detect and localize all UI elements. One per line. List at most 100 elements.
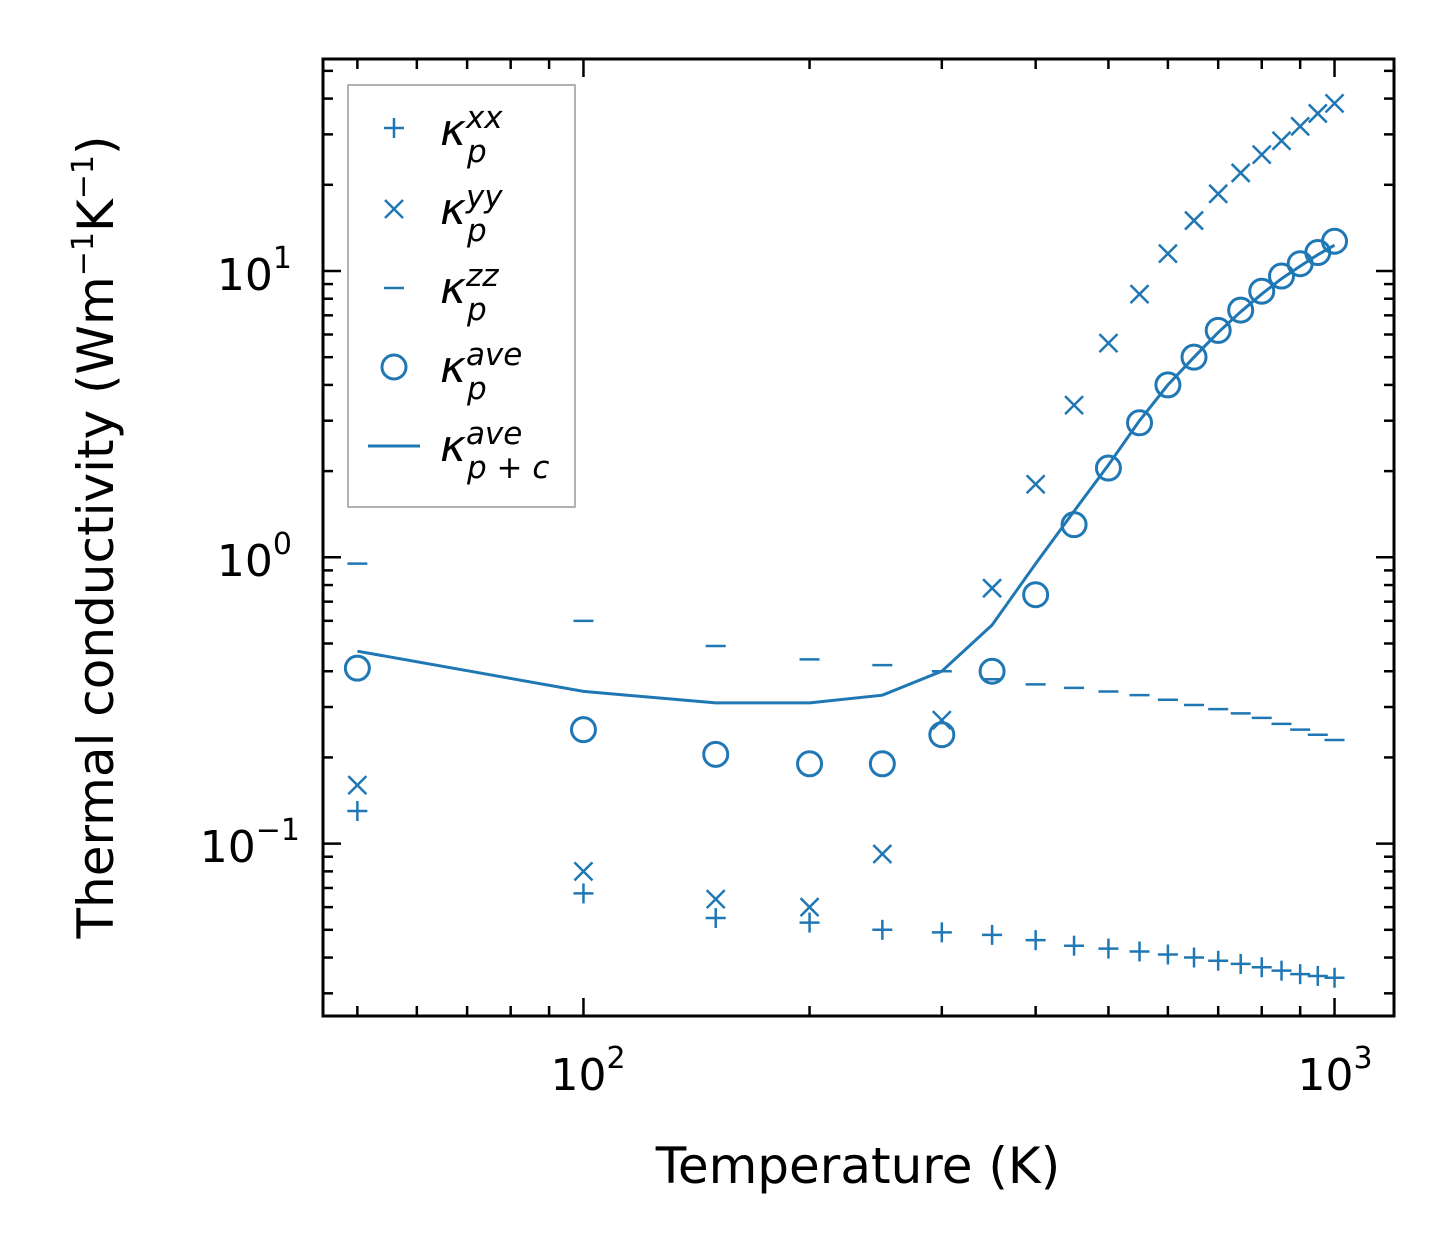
point-kyy-d2 <box>1208 183 1229 204</box>
point-kave <box>343 654 371 682</box>
point-kyy <box>1098 333 1119 353</box>
y-axis-title-exp2: −1 <box>66 155 101 199</box>
point-kave <box>1204 316 1232 344</box>
legend-marker-kave <box>380 353 408 381</box>
legend-sup: xx <box>465 100 503 136</box>
x-tick-label: 102 <box>550 1041 625 1101</box>
x-axis-title: Temperature (K) <box>655 1137 1060 1195</box>
point-kave <box>1022 581 1050 609</box>
point-kyy-d2 <box>1230 163 1251 183</box>
legend-sub: p + c <box>466 450 549 486</box>
legend-label-kxx: κxx p <box>440 100 503 170</box>
x-tick-base: 10 <box>550 1050 606 1101</box>
point-kyy <box>573 861 594 882</box>
point-kave <box>1154 371 1182 399</box>
x-tick-exp: 2 <box>606 1041 625 1076</box>
point-kyy <box>1271 130 1292 151</box>
legend-markers <box>368 118 420 448</box>
point-kyy-d2 <box>705 889 726 909</box>
legend-label-kave: κave p <box>440 337 522 407</box>
legend-label-kzz: κzz p <box>440 258 499 328</box>
point-kave <box>1248 277 1276 305</box>
point-kyy <box>799 897 820 918</box>
point-kyy <box>1251 144 1272 165</box>
point-kave <box>1227 296 1255 324</box>
point-kxx <box>1251 957 1272 978</box>
point-kyy <box>347 775 368 796</box>
point-kyy-d2 <box>1025 474 1046 495</box>
point-kxx <box>1064 935 1085 956</box>
y-tick-exp: −1 <box>256 813 300 848</box>
point-kyy <box>1230 163 1251 183</box>
series-kxx <box>347 800 1345 988</box>
point-kyy <box>872 844 893 864</box>
series-kyy <box>347 93 1345 918</box>
axis-ticks <box>323 59 1394 1016</box>
y-tick-exp: 0 <box>273 527 292 562</box>
point-kyy-d2 <box>347 775 368 796</box>
point-kxx <box>1184 947 1205 968</box>
point-kyy <box>1290 116 1311 137</box>
point-kyy-d2 <box>982 578 1002 599</box>
line-kave_pc <box>357 243 1336 705</box>
point-kxx <box>1271 960 1292 981</box>
point-kxx <box>705 907 726 928</box>
legend-kappa: κ <box>440 105 466 156</box>
point-kave <box>569 716 597 744</box>
y-axis-title-main: Thermal conductivity (Wm <box>67 276 125 939</box>
point-kyy <box>705 889 726 909</box>
point-kxx <box>1230 953 1251 974</box>
point-kyy-d2 <box>1324 93 1345 114</box>
legend-kappa: κ <box>440 184 466 235</box>
y-tick-base: 10 <box>217 536 273 587</box>
point-kave <box>702 740 730 768</box>
x-tick-labels: 102 103 <box>550 1041 1372 1101</box>
x-tick-label: 103 <box>1297 1041 1372 1101</box>
point-kxx <box>982 924 1003 945</box>
y-tick-labels: 10−1 100 101 <box>200 241 300 873</box>
point-kyy-d2 <box>573 861 594 882</box>
y-tick-label: 101 <box>217 241 292 301</box>
point-kave <box>1180 343 1208 371</box>
point-kyy <box>931 710 952 730</box>
legend-sup: zz <box>465 258 499 294</box>
point-kyy <box>1158 243 1178 264</box>
point-kyy-d2 <box>1158 243 1178 264</box>
legend-sup: ave <box>466 416 522 452</box>
point-kave <box>1126 409 1154 437</box>
point-kyy <box>1184 210 1204 231</box>
point-kyy-d2 <box>1184 210 1204 231</box>
point-kave <box>796 750 824 778</box>
point-kyy <box>1208 183 1229 204</box>
point-kave <box>1321 227 1349 255</box>
point-kave <box>1268 262 1296 290</box>
legend-box <box>347 84 576 508</box>
point-kxx <box>1307 965 1328 986</box>
legend-sub: p <box>466 292 487 328</box>
point-kave <box>928 721 956 749</box>
legend-marker-kyy-d2 <box>384 199 404 219</box>
point-kxx <box>573 883 594 904</box>
legend-marker-kyy <box>384 199 404 219</box>
point-kyy-d2 <box>1251 144 1272 165</box>
point-kxx <box>347 800 368 821</box>
legend-kappa: κ <box>440 421 466 472</box>
point-kxx <box>1157 944 1178 965</box>
point-kyy-d2 <box>1129 284 1150 305</box>
legend-sup: yy <box>465 179 503 215</box>
point-kyy <box>982 578 1002 599</box>
point-kxx <box>872 919 893 940</box>
point-kyy-d2 <box>1290 116 1311 137</box>
point-kyy-d2 <box>1271 130 1292 151</box>
y-axis-title-exp1: −1 <box>66 232 101 276</box>
legend-marker-kxx <box>384 118 404 138</box>
legend: κxx p κyy p κzz p κave p κave p + c <box>347 84 576 508</box>
point-kxx <box>1208 950 1229 971</box>
point-kyy-d2 <box>799 897 820 918</box>
point-kxx <box>1129 941 1150 962</box>
point-kxx <box>931 922 952 943</box>
point-kyy <box>1025 474 1046 495</box>
point-kyy-d2 <box>1064 395 1084 416</box>
point-kxx <box>1324 967 1345 988</box>
legend-sub: p <box>466 134 487 170</box>
